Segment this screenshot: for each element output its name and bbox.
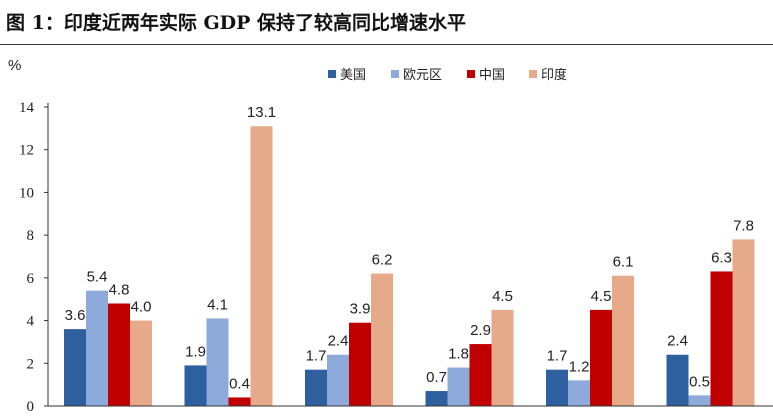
bar [327,354,349,406]
data-label: 2.9 [470,322,491,339]
legend-swatch [391,70,399,78]
y-axis-unit: % [8,57,21,74]
data-label: 3.6 [65,307,86,324]
y-tick-label: 10 [19,185,34,201]
data-label: 6.3 [711,249,732,266]
bar [710,271,733,406]
data-label: 1.8 [448,346,469,363]
data-label: 4.1 [207,296,228,313]
bar [228,397,251,406]
bar [86,290,108,406]
bar [305,369,327,406]
data-label: 13.1 [247,104,276,121]
data-label: 1.7 [306,348,327,365]
legend-label: 印度 [541,67,567,83]
data-label: 3.9 [350,301,371,318]
data-label: 4.0 [131,299,152,316]
data-labels: 3.65.44.84.01.94.10.413.11.72.43.96.20.7… [65,104,754,392]
bar [349,322,371,406]
bar [666,354,689,406]
bar [130,320,152,406]
bar [491,309,514,406]
bar [206,318,229,406]
data-label: 5.4 [87,269,108,286]
data-label: 7.8 [733,217,754,234]
data-label: 1.9 [185,343,206,360]
data-label: 0.4 [229,375,250,392]
bar [732,239,755,406]
bars [48,126,773,407]
data-label: 0.5 [689,373,710,390]
legend-label: 欧元区 [403,68,442,83]
data-label: 2.4 [667,333,688,350]
legend-swatch [529,70,537,78]
y-axis: 0 2 4 6 8 10 12 14 [19,100,49,415]
legend-swatch [467,70,475,78]
legend-label: 美国 [340,68,366,83]
y-tick-label: 12 [19,143,34,159]
data-label: 4.5 [492,288,513,305]
data-label: 6.2 [372,252,393,269]
y-tick-label: 0 [27,399,35,415]
chart-title: 图 1：印度近两年实际 GDP 保持了较高同比增速水平 [6,12,467,34]
legend-label: 中国 [479,68,505,83]
data-label: 4.5 [591,288,612,305]
bar [612,275,634,406]
y-tick-label: 8 [27,228,35,244]
bar [64,329,86,406]
y-tick-label: 2 [27,356,35,372]
bar [425,391,448,406]
bar [546,369,568,406]
y-tick-label: 4 [27,314,35,330]
y-tick-label: 14 [19,100,35,116]
bar [568,380,590,406]
legend: 美国 欧元区 中国 印度 [328,67,567,83]
bar [688,395,711,406]
data-label: 4.8 [109,281,130,298]
legend-swatch [328,70,336,78]
title-divider [0,44,773,45]
data-label: 2.4 [328,333,349,350]
bar [590,309,612,406]
data-label: 6.1 [613,254,634,271]
y-tick-label: 6 [27,271,35,287]
bar [250,126,273,406]
data-label: 0.7 [426,369,447,386]
bar [371,273,393,406]
bar [184,365,207,406]
bar [447,367,470,406]
bar [469,344,492,406]
bar [108,303,130,406]
data-label: 1.7 [547,348,568,365]
data-label: 1.2 [569,358,590,375]
